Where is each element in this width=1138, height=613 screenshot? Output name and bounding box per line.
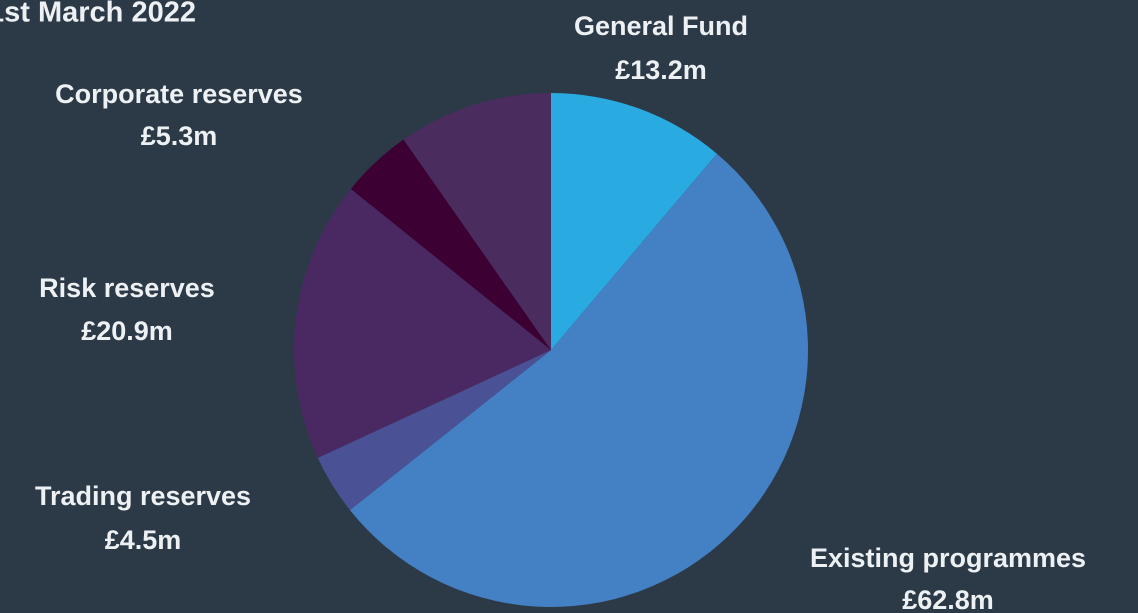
value-label: £5.3m: [141, 121, 218, 151]
pie-slice: [317, 350, 551, 511]
pie-slice: [349, 153, 809, 607]
slice-label: Trading reserves: [35, 481, 251, 511]
pie-slice: [403, 93, 551, 350]
slice-label: General Fund: [574, 11, 748, 41]
pie-slice: [350, 139, 551, 350]
pie-slice: [551, 93, 717, 350]
slice-label: Existing programmes: [810, 543, 1086, 573]
chart-title: 1st March 2022: [0, 0, 196, 29]
value-label: £20.9m: [81, 316, 173, 346]
value-label: £4.5m: [105, 525, 182, 555]
slice-label: Corporate reserves: [55, 79, 303, 109]
pie-slice: [293, 188, 551, 458]
slice-label: Risk reserves: [39, 273, 215, 303]
value-label: £13.2m: [615, 55, 707, 85]
value-label: £62.8m: [902, 585, 994, 613]
